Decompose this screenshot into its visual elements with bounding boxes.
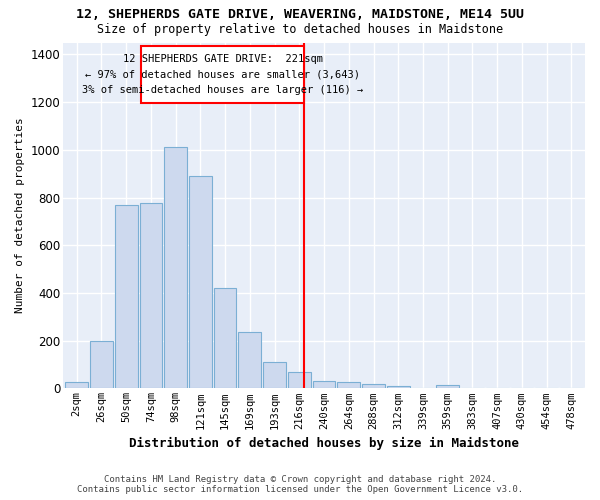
Bar — [387, 386, 410, 388]
Bar — [313, 381, 335, 388]
Y-axis label: Number of detached properties: Number of detached properties — [15, 118, 25, 314]
Text: Size of property relative to detached houses in Maidstone: Size of property relative to detached ho… — [97, 22, 503, 36]
Bar — [164, 148, 187, 388]
Bar — [115, 204, 137, 388]
Bar — [189, 176, 212, 388]
Bar — [90, 340, 113, 388]
Bar — [263, 362, 286, 388]
Text: ← 97% of detached houses are smaller (3,643): ← 97% of detached houses are smaller (3,… — [85, 70, 360, 80]
Text: Contains HM Land Registry data © Crown copyright and database right 2024.
Contai: Contains HM Land Registry data © Crown c… — [77, 474, 523, 494]
Text: 12, SHEPHERDS GATE DRIVE, WEAVERING, MAIDSTONE, ME14 5UU: 12, SHEPHERDS GATE DRIVE, WEAVERING, MAI… — [76, 8, 524, 20]
Text: 3% of semi-detached houses are larger (116) →: 3% of semi-detached houses are larger (1… — [82, 86, 363, 96]
Bar — [214, 288, 236, 388]
Bar — [436, 384, 459, 388]
Bar — [65, 382, 88, 388]
Bar — [238, 332, 261, 388]
Bar — [288, 372, 311, 388]
X-axis label: Distribution of detached houses by size in Maidstone: Distribution of detached houses by size … — [129, 437, 519, 450]
Bar — [337, 382, 360, 388]
Text: 12 SHEPHERDS GATE DRIVE:  221sqm: 12 SHEPHERDS GATE DRIVE: 221sqm — [122, 54, 323, 64]
Bar — [362, 384, 385, 388]
Bar — [140, 204, 162, 388]
FancyBboxPatch shape — [141, 46, 304, 104]
